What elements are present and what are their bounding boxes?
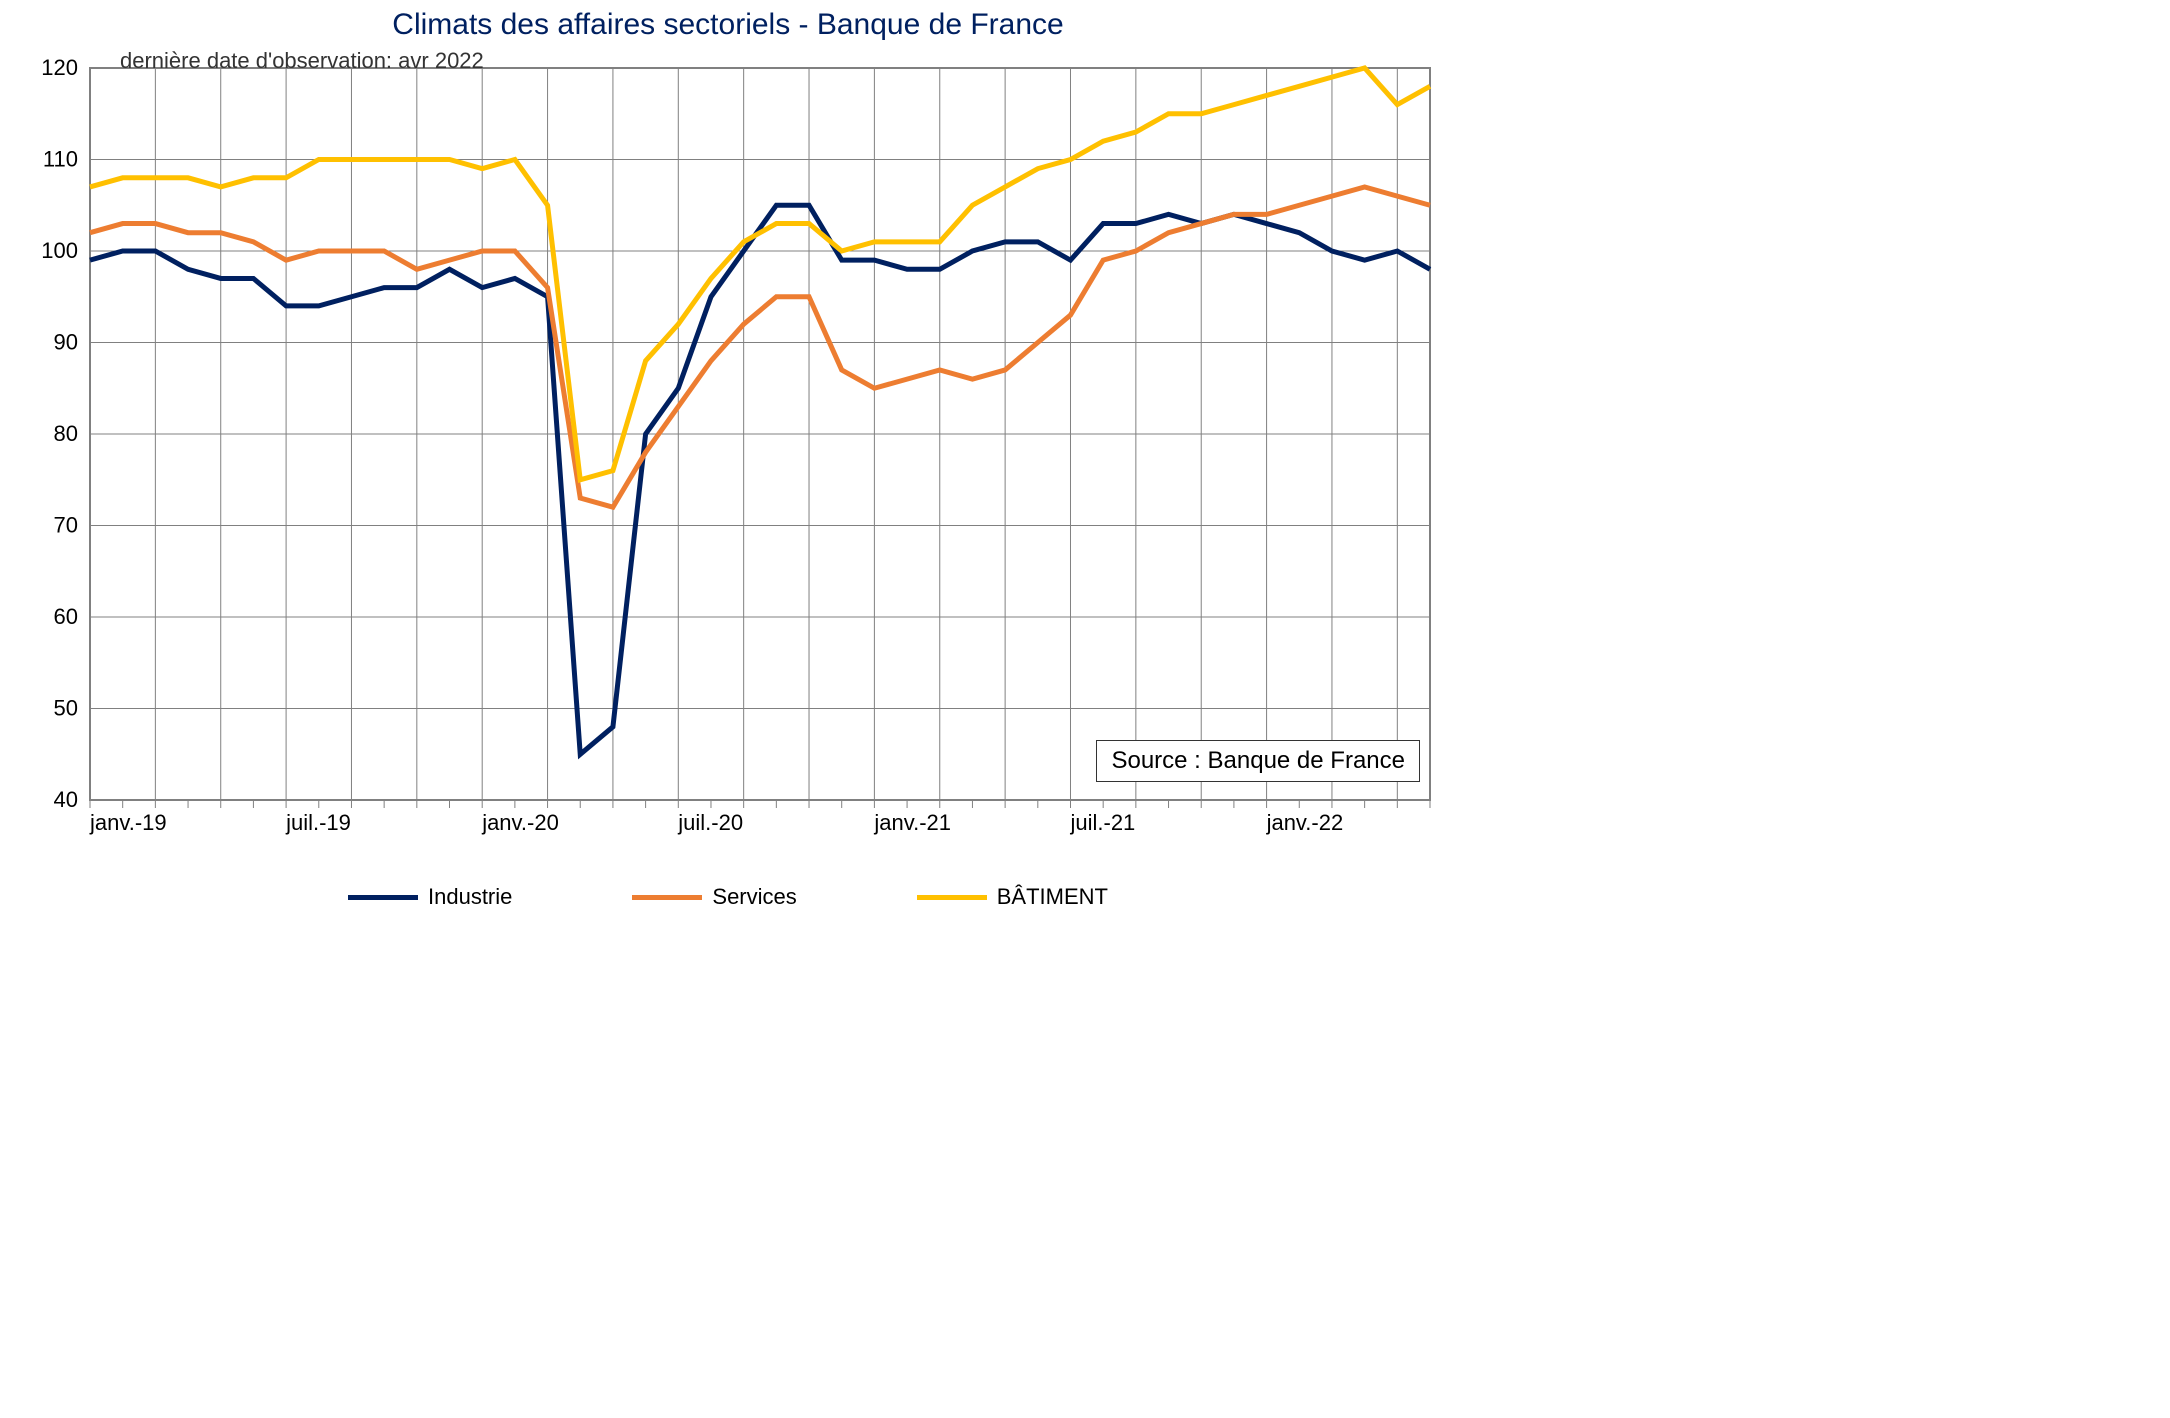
svg-text:110: 110 bbox=[43, 147, 78, 172]
svg-text:janv.-19: janv.-19 bbox=[89, 810, 167, 835]
source-box: Source : Banque de France bbox=[1096, 740, 1420, 782]
legend-swatch bbox=[632, 895, 702, 900]
svg-text:janv.-22: janv.-22 bbox=[1266, 810, 1344, 835]
svg-text:70: 70 bbox=[54, 513, 78, 538]
svg-text:60: 60 bbox=[54, 604, 78, 629]
series-line bbox=[90, 68, 1430, 480]
svg-text:80: 80 bbox=[54, 421, 78, 446]
svg-text:juil.-20: juil.-20 bbox=[677, 810, 743, 835]
series-line bbox=[90, 205, 1430, 754]
legend-item: BÂTIMENT bbox=[917, 884, 1108, 910]
legend-label: BÂTIMENT bbox=[997, 884, 1108, 910]
svg-text:juil.-19: juil.-19 bbox=[285, 810, 351, 835]
legend: Industrie Services BÂTIMENT bbox=[0, 884, 1456, 910]
legend-swatch bbox=[348, 895, 418, 900]
chart-container: Climats des affaires sectoriels - Banque… bbox=[0, 0, 1456, 918]
legend-item: Services bbox=[632, 884, 796, 910]
chart-plot-area: 40 50 60 70 80 90 100 110 120 janv.-19 juil.-19 jan… bbox=[0, 0, 1456, 858]
svg-text:50: 50 bbox=[54, 696, 78, 721]
svg-text:100: 100 bbox=[41, 238, 78, 263]
svg-text:90: 90 bbox=[54, 330, 78, 355]
svg-text:janv.-20: janv.-20 bbox=[481, 810, 559, 835]
legend-item: Industrie bbox=[348, 884, 512, 910]
chart-subtitle: dernière date d'observation: avr 2022 bbox=[120, 48, 484, 74]
legend-swatch bbox=[917, 895, 987, 900]
legend-label: Industrie bbox=[428, 884, 512, 910]
svg-text:janv.-21: janv.-21 bbox=[873, 810, 951, 835]
svg-text:40: 40 bbox=[54, 787, 78, 812]
chart-title: Climats des affaires sectoriels - Banque… bbox=[0, 8, 1456, 42]
svg-text:120: 120 bbox=[41, 55, 78, 80]
svg-text:juil.-21: juil.-21 bbox=[1069, 810, 1135, 835]
legend-label: Services bbox=[712, 884, 796, 910]
